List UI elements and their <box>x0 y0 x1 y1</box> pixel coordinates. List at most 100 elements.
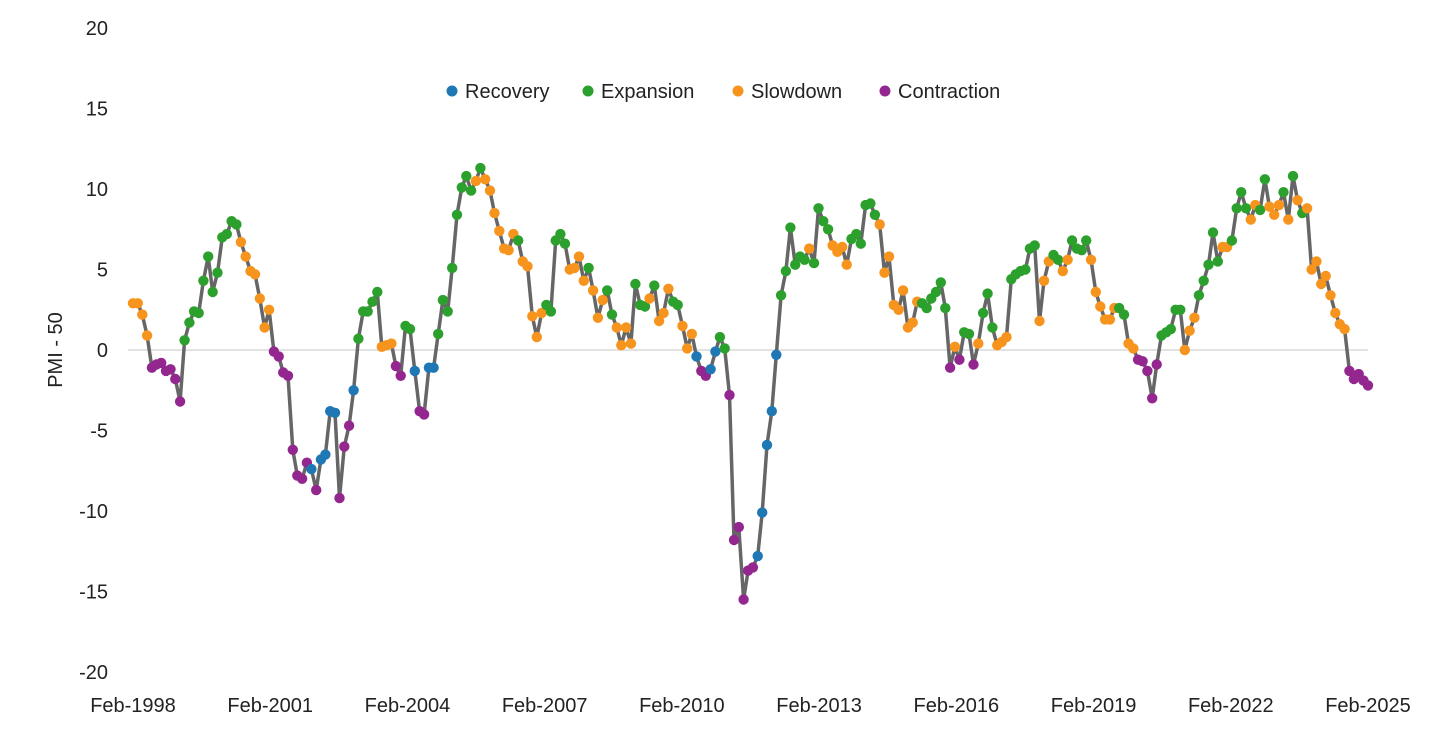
data-point <box>1165 323 1177 335</box>
data-point <box>1207 227 1219 238</box>
y-tick-label: 10 <box>86 179 108 201</box>
data-point <box>165 364 176 375</box>
legend-marker-slowdown <box>732 85 744 97</box>
data-point <box>451 209 463 220</box>
data-point <box>404 323 416 335</box>
data-point <box>893 304 904 315</box>
data-point <box>418 409 430 420</box>
data-point <box>184 317 195 328</box>
data-point <box>1254 204 1266 216</box>
data-point <box>818 216 829 227</box>
data-point <box>804 243 815 254</box>
data-point <box>573 251 585 262</box>
data-point <box>728 534 740 546</box>
x-tick-label: Feb-2010 <box>639 695 725 717</box>
data-point <box>935 277 946 288</box>
series-line-group <box>133 166 1370 602</box>
y-tick-label: -20 <box>79 662 108 684</box>
data-point <box>1081 235 1092 246</box>
data-point <box>658 307 669 319</box>
data-point <box>1226 235 1238 246</box>
data-point <box>1095 301 1106 312</box>
data-point <box>367 296 378 307</box>
data-point <box>320 449 331 460</box>
data-point <box>907 317 918 328</box>
data-point <box>639 301 651 312</box>
data-point <box>329 407 341 418</box>
data-point <box>1175 304 1186 315</box>
data-point <box>1330 307 1341 319</box>
data-point <box>263 304 275 315</box>
data-point <box>484 185 496 196</box>
data-point <box>437 294 449 306</box>
data-point <box>1104 314 1116 325</box>
y-tick-label: 0 <box>97 340 108 362</box>
data-point <box>475 162 486 174</box>
data-point <box>1283 214 1294 225</box>
data-point <box>1240 203 1252 214</box>
legend-label-recovery: Recovery <box>465 81 549 103</box>
data-point <box>470 175 482 187</box>
data-point <box>987 322 998 333</box>
data-point <box>724 389 735 401</box>
data-point <box>1287 170 1299 182</box>
data-point <box>240 251 251 262</box>
data-point <box>611 322 622 333</box>
data-point <box>686 328 697 340</box>
data-point <box>1189 312 1200 323</box>
data-point <box>569 262 580 274</box>
data-point <box>212 267 223 278</box>
data-point <box>1231 203 1242 214</box>
data-point <box>620 322 632 333</box>
data-point <box>1179 344 1191 356</box>
y-tick-label: -10 <box>79 501 108 523</box>
data-point <box>193 307 204 319</box>
data-point <box>1001 331 1012 343</box>
data-point <box>156 357 167 369</box>
data-point <box>799 254 810 265</box>
data-point <box>949 341 961 352</box>
data-point <box>1020 264 1031 275</box>
data-point <box>944 362 956 373</box>
data-point <box>897 285 909 296</box>
x-tick-label: Feb-2025 <box>1325 695 1411 717</box>
data-point <box>207 286 218 298</box>
legend-label-expansion: Expansion <box>601 81 694 103</box>
data-point <box>372 286 383 298</box>
axes-group: 20 15 10 5 0 -5 -10 -15 -20 PMI - 50 Feb-1998 Feb-2… <box>45 18 1411 717</box>
data-point <box>869 209 881 220</box>
data-point <box>625 338 637 349</box>
y-tick-label: -5 <box>90 421 108 443</box>
data-point <box>1128 343 1139 354</box>
data-point <box>1236 187 1247 198</box>
data-point <box>235 236 247 248</box>
data-point <box>761 439 773 451</box>
data-point <box>531 331 542 343</box>
data-point <box>465 185 477 196</box>
data-point <box>780 265 792 277</box>
data-point <box>282 370 294 381</box>
data-point <box>790 259 801 270</box>
data-point <box>480 174 491 185</box>
data-point <box>1076 245 1087 256</box>
data-point <box>503 245 514 256</box>
y-tick-label: 15 <box>86 99 108 121</box>
data-point <box>808 257 820 269</box>
data-point <box>221 228 232 240</box>
data-point <box>1147 393 1158 404</box>
data-point <box>578 275 589 286</box>
data-point <box>259 322 270 333</box>
x-tick-label: Feb-2013 <box>776 695 862 717</box>
data-point <box>775 290 787 301</box>
data-point <box>771 349 782 360</box>
data-point <box>874 219 885 230</box>
data-point <box>461 170 472 182</box>
data-point <box>940 302 951 314</box>
data-point <box>1320 270 1331 282</box>
data-point <box>170 373 181 385</box>
data-point <box>963 328 975 340</box>
data-point <box>691 351 702 362</box>
data-point <box>231 219 242 230</box>
data-point <box>733 521 744 533</box>
